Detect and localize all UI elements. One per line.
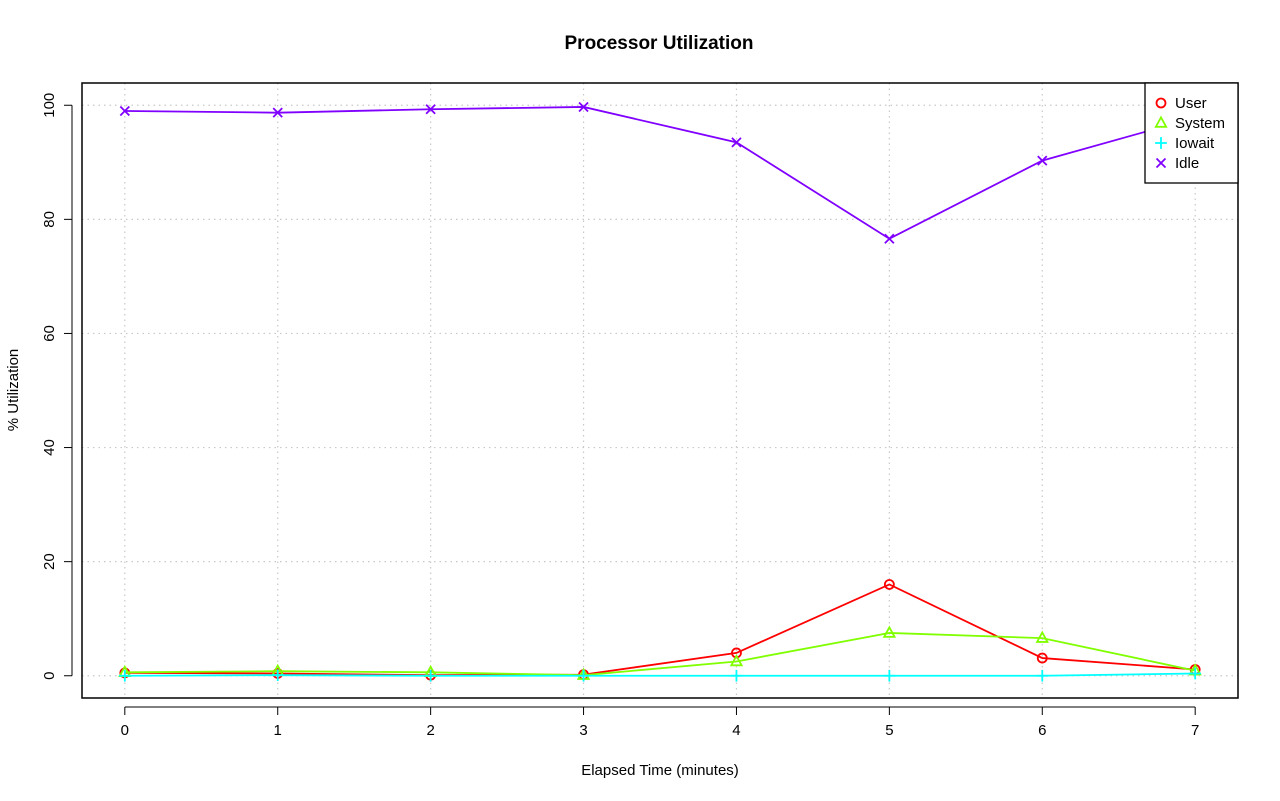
point-idle [731,137,742,148]
point-idle [1037,155,1048,166]
series-line-iowait [124,672,1196,677]
point-iowait [1189,667,1202,680]
series-line-system [124,632,1196,677]
point-user [883,579,895,590]
legend-label-system: System [1175,115,1225,132]
point-iowait [883,669,896,682]
series-layer [118,101,1202,682]
x-tick-label: 0 [121,722,129,739]
series-line-user [124,583,1196,677]
x-axis-label: Elapsed Time (minutes) [581,762,739,779]
legend-box [1144,82,1239,184]
point-idle [578,101,589,113]
x-tick-label: 7 [1191,722,1199,739]
y-tick-label: 0 [41,672,58,680]
point-system [1035,630,1049,643]
y-axis-label: % Utilization [5,349,22,432]
x-tick-label: 4 [732,722,740,739]
x-tick-label: 5 [885,722,893,739]
legend-label-iowait: Iowait [1175,135,1215,152]
point-idle [119,105,130,117]
y-tick-label: 100 [41,93,58,118]
legend: User System Iowait Idle [1144,82,1239,184]
point-idle [425,104,436,115]
point-iowait [424,669,437,682]
plot-frame [81,82,1239,699]
point-system [882,625,897,638]
legend-label-idle: Idle [1175,155,1199,172]
y-tick-label: 40 [41,439,58,456]
x-tick-label: 6 [1038,722,1046,739]
point-iowait [118,669,131,682]
y-tick-label: 80 [41,211,58,228]
point-iowait [730,669,743,682]
x-tick-label: 1 [274,722,282,739]
point-iowait [577,669,590,682]
point-idle [884,233,895,244]
chart-title: Processor Utilization [565,33,754,54]
legend-marker-user [1155,97,1167,109]
legend-marker-iowait [1155,137,1167,149]
x-tick-label: 3 [579,722,587,739]
x-tick-label: 2 [426,722,434,739]
x-axis: 0 1 2 3 4 5 6 7 [121,706,1199,739]
point-system [729,653,744,667]
y-tick-label: 60 [41,325,58,342]
point-iowait [1036,669,1049,682]
point-user [1036,652,1048,664]
y-axis: 0 20 40 60 80 100 [41,93,73,680]
y-tick-label: 20 [41,553,58,570]
legend-label-user: User [1175,95,1207,112]
series-line-idle [124,106,1196,240]
legend-marker-idle [1155,157,1167,169]
point-iowait [271,669,284,682]
legend-marker-system [1154,115,1168,128]
point-idle [272,107,283,118]
grid [82,83,1238,698]
